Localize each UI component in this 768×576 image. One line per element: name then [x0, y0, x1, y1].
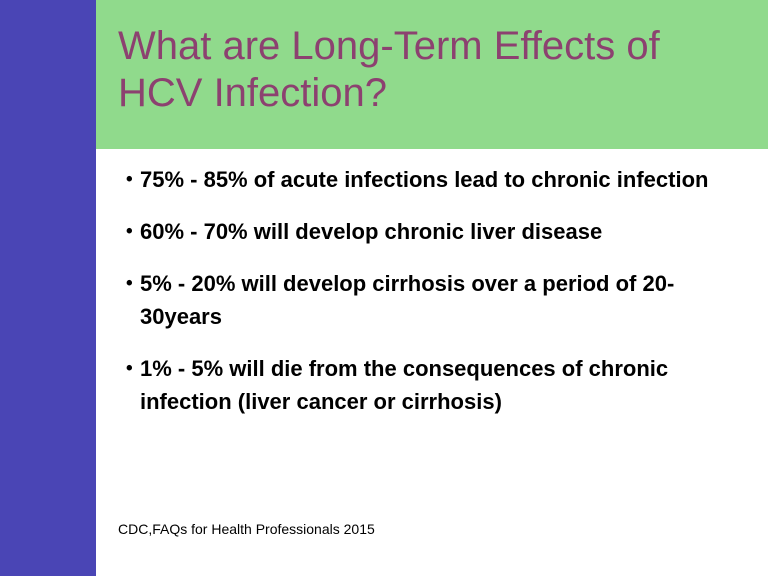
- bullet-icon: •: [126, 273, 133, 294]
- bullet-text: 60% - 70% will develop chronic liver dis…: [140, 219, 603, 244]
- bullet-text: 1% - 5% will die from the consequences o…: [140, 356, 669, 414]
- left-accent-bar: [0, 0, 96, 576]
- list-item: • 5% - 20% will develop cirrhosis over a…: [126, 267, 768, 333]
- bullet-list: • 75% - 85% of acute infections lead to …: [96, 149, 768, 418]
- bullet-icon: •: [126, 169, 133, 190]
- title-line-1: What are Long-Term Effects of: [118, 24, 660, 68]
- bullet-text: 5% - 20% will develop cirrhosis over a p…: [140, 271, 675, 329]
- title-line-2: HCV Infection?: [118, 71, 388, 115]
- bullet-icon: •: [126, 358, 133, 379]
- bullet-text: 75% - 85% of acute infections lead to ch…: [140, 167, 709, 192]
- list-item: • 60% - 70% will develop chronic liver d…: [126, 215, 768, 248]
- slide-body: • 75% - 85% of acute infections lead to …: [96, 149, 768, 576]
- citation: CDC,FAQs for Health Professionals 2015: [118, 521, 375, 537]
- slide-header: What are Long-Term Effects of HCV Infect…: [96, 0, 768, 149]
- bullet-icon: •: [126, 221, 133, 242]
- list-item: • 1% - 5% will die from the consequences…: [126, 352, 768, 418]
- slide-title: What are Long-Term Effects of HCV Infect…: [96, 0, 768, 117]
- list-item: • 75% - 85% of acute infections lead to …: [126, 163, 768, 196]
